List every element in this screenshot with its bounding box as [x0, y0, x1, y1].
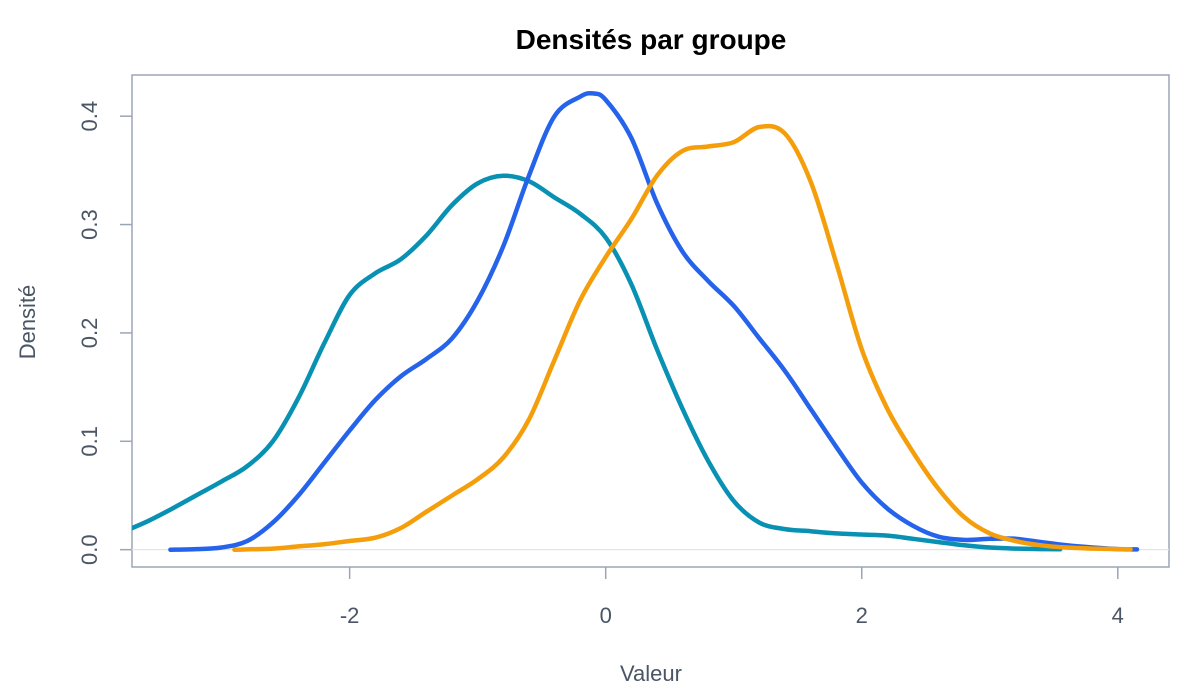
- x-tick-label: 4: [1112, 603, 1124, 628]
- y-tick-label: 0.4: [77, 101, 102, 132]
- x-tick-label: -2: [340, 603, 360, 628]
- y-tick-label: 0.2: [77, 318, 102, 349]
- y-tick-label: 0.3: [77, 209, 102, 240]
- y-tick-label: 0.1: [77, 426, 102, 457]
- x-tick-label: 0: [600, 603, 612, 628]
- x-axis: -2 0 2 4: [340, 567, 1124, 628]
- y-tick-label: 0.0: [77, 534, 102, 565]
- x-tick-label: 2: [856, 603, 868, 628]
- chart-title: Densités par groupe: [516, 24, 787, 55]
- x-axis-label: Valeur: [620, 661, 682, 686]
- density-line-1: [132, 173, 1063, 552]
- y-axis: 0.0 0.1 0.2 0.3 0.4: [77, 101, 132, 565]
- plot-content: [132, 90, 1169, 552]
- density-line-2: [168, 90, 1140, 552]
- plot-area: [131, 74, 1170, 568]
- plot-frame: [131, 74, 1170, 568]
- density-line-3: [232, 123, 1133, 552]
- y-axis-label: Densité: [15, 285, 40, 360]
